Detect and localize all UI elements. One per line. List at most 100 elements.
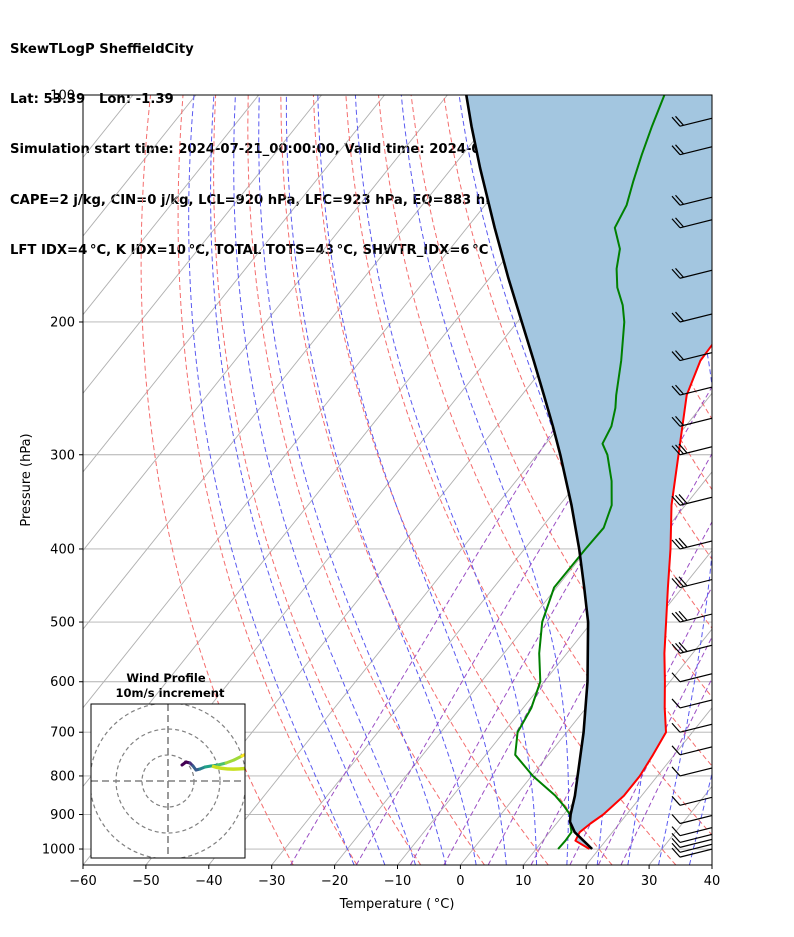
x-tick-label: −30 (258, 874, 285, 889)
dry-adiabat (177, 95, 358, 865)
moist-adiabat (188, 95, 355, 865)
y-tick-label: 300 (50, 448, 75, 463)
y-tick-label: 100 (50, 89, 75, 104)
temperature-line (574, 343, 712, 850)
isotherm--80 (83, 95, 574, 709)
dry-adiabat (770, 95, 794, 865)
moist-adiabat (400, 95, 569, 865)
isotherm-20 (585, 707, 712, 865)
isotherm--100 (83, 95, 448, 552)
y-tick-label: 400 (50, 542, 75, 557)
isotherm--160 (0, 95, 70, 865)
y-tick-label: 600 (50, 675, 75, 690)
title-line-5: LFT IDX=4 °C, K IDX=10 °C, TOTAL TOTS=43… (10, 243, 489, 259)
dry-adiabat (573, 95, 712, 421)
x-tick-label: −50 (132, 874, 159, 889)
chart-title-block: SkewTLogP SheffieldCity Lat: 53.39 Lon: … (10, 8, 612, 277)
x-tick-label: −40 (195, 874, 222, 889)
y-tick-label: 500 (50, 616, 75, 631)
parcel-line (465, 95, 594, 850)
wind-profile-inset: Wind Profile 10m/s increment (90, 671, 246, 859)
moist-adiabat (458, 95, 608, 865)
wind-barb (671, 745, 712, 756)
hodograph-surface-segment (211, 764, 245, 771)
isotherm--90 (83, 95, 511, 630)
dry-adiabat (213, 95, 422, 865)
x-tick-label: 20 (578, 874, 595, 889)
moist-adiabat (258, 95, 447, 865)
wind-barb (671, 795, 712, 806)
wind-barb (671, 494, 712, 506)
inset-subtitle: 10m/s increment (116, 686, 225, 700)
y-tick-label: 800 (50, 769, 75, 784)
isotherm-40 (711, 864, 712, 865)
hodograph-segment (240, 752, 245, 758)
y-tick-label: 700 (50, 726, 75, 741)
dry-adiabat (247, 95, 485, 865)
dry-adiabat (140, 95, 294, 865)
wind-barb (671, 610, 712, 623)
x-axis-label: Temperature ( °C) (339, 897, 455, 912)
dry-adiabat (443, 95, 712, 698)
title-line-2: Lat: 53.39 Lon: -1.39 (10, 91, 174, 107)
dewpoint-line (514, 95, 666, 850)
title-line-4: CAPE=2 j/kg, CIN=0 j/kg, LCL=920 hPa, LF… (10, 192, 504, 208)
x-tick-label: 40 (704, 874, 721, 889)
inset-frame (90, 703, 246, 859)
wind-barb (671, 672, 712, 683)
wind-barb (671, 384, 712, 396)
wind-barb (671, 833, 712, 843)
wind-barb (671, 443, 712, 456)
moist-adiabat (720, 95, 794, 865)
title-line-1: SkewTLogP SheffieldCity (10, 41, 194, 57)
wind-barb (671, 842, 712, 853)
mixing-ratio-line (487, 452, 712, 865)
wind-barb (671, 837, 712, 848)
x-tick-label: −10 (384, 874, 411, 889)
y-tick-label: 200 (50, 315, 75, 330)
mixing-ratio-line (530, 520, 712, 865)
mixing-ratio-line (443, 385, 712, 865)
moist-adiabat (233, 95, 416, 865)
wind-barb (671, 144, 712, 156)
mixing-ratio-line (620, 677, 712, 865)
wind-barb (671, 311, 712, 323)
wind-barb (671, 814, 712, 825)
wind-barb (671, 642, 712, 654)
wind-barb (671, 350, 712, 362)
dry-adiabat (280, 95, 549, 865)
x-tick-label: −60 (69, 874, 96, 889)
wind-barb (671, 115, 712, 127)
moist-adiabat (285, 95, 477, 865)
dry-adiabat (312, 95, 613, 865)
dry-adiabat (737, 95, 794, 865)
wind-barb (671, 722, 712, 733)
x-tick-label: 10 (515, 874, 532, 889)
wind-barb (671, 766, 712, 777)
inset-title: Wind Profile (126, 671, 206, 685)
cape-shading (466, 95, 712, 849)
isotherm--40 (208, 235, 712, 865)
wind-barb (671, 576, 712, 589)
dry-adiabat (378, 95, 712, 836)
dry-adiabat (345, 95, 677, 865)
isotherm--110 (83, 95, 385, 473)
wind-barb (671, 698, 712, 709)
y-axis-label: Pressure (hPa) (19, 433, 34, 526)
wind-barb (671, 415, 712, 427)
y-tick-label: 900 (50, 808, 75, 823)
mixing-ratio-line (597, 635, 712, 865)
isotherm--130 (83, 95, 260, 316)
x-tick-label: −20 (321, 874, 348, 889)
moist-adiabat (210, 95, 386, 865)
y-tick-label: 1000 (42, 843, 75, 858)
x-tick-label: 0 (456, 874, 464, 889)
wind-barb (671, 194, 712, 206)
wind-barb (671, 267, 712, 279)
wind-barb (671, 826, 712, 837)
wind-barb (671, 847, 712, 858)
dry-adiabat (703, 95, 712, 117)
moist-adiabat (317, 95, 507, 865)
wind-barb (671, 217, 712, 229)
